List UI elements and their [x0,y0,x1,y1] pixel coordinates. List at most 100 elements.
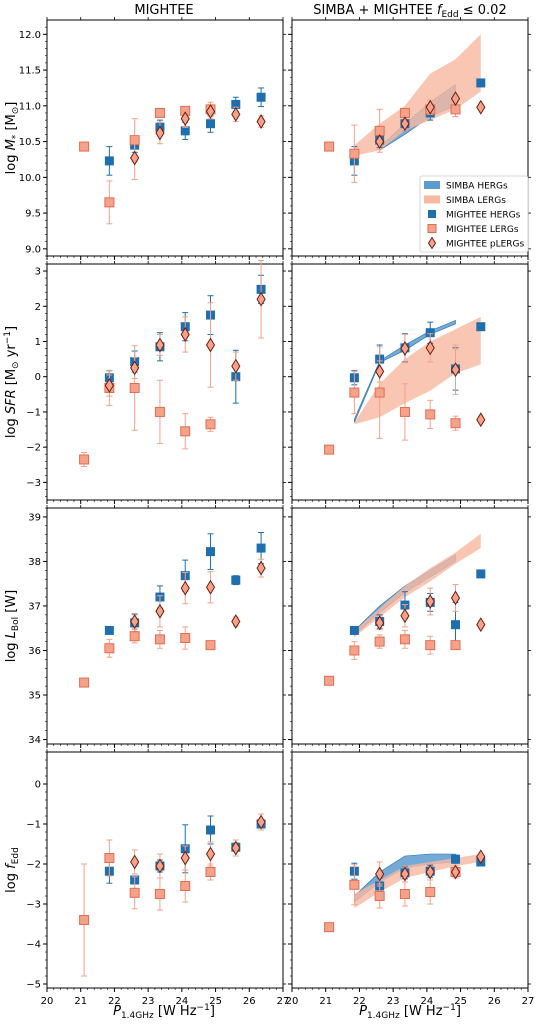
y-axis-label: log fEdd [4,847,21,893]
plerg-marker [180,111,190,127]
lerg-marker [374,387,385,398]
legend-label: SIMBA HERGs [446,182,508,192]
y-tick-label: −2 [26,860,41,871]
y-tick-label: −1 [26,407,41,418]
x-tick-label: 25 [209,996,222,1007]
plerg-marker [130,150,140,166]
plerg-marker [400,116,410,132]
plerg-marker [205,579,216,595]
lerg-marker [374,891,385,901]
lerg-marker [180,881,191,891]
herg-marker [476,78,486,88]
lerg-marker [374,636,385,647]
lerg-marker [450,640,461,651]
panel-r3-c0: 20 21 22 23 24 25 26 27 −5 −4 −3 −2 −1 0 log fEdd [4,749,289,1007]
y-tick-label: −1 [26,820,41,831]
plerg-marker [375,363,385,379]
legend-label: MIGHTEE pLERGs [446,240,525,250]
plerg-marker [231,614,241,630]
lerg-marker [324,922,335,933]
axes-frame [46,19,284,257]
panel-r1-c1 [288,261,531,504]
plerg-marker [155,337,165,353]
plerg-marker [400,866,410,882]
x-tick-label: 23 [387,996,400,1007]
plerg-marker [476,849,486,865]
plerg-marker [130,854,140,870]
simba-lerg-band [354,34,481,156]
simba-herg-band [354,319,456,423]
plerg-marker [425,99,435,115]
y-tick-label: −4 [26,940,41,951]
plerg-marker [205,846,216,862]
y-tick-label: 9.5 [25,209,41,220]
x-axis-label-left: P1.4GHz [W Hz−1] [113,1003,215,1021]
x-tick-label: 26 [243,996,256,1007]
axes-frame [46,263,284,501]
herg-marker [206,547,216,557]
legend-label: MIGHTEE HERGs [446,211,521,221]
y-tick-label: −3 [26,900,41,911]
panel-r1-c0: −3 −2 −1 0 1 2 3 log SFR [M⊙ yr−1] [3,259,286,504]
plerg-marker [231,358,241,374]
x-tick-label: 20 [286,996,299,1007]
y-axis-label: log SFR [M⊙ yr−1] [3,326,21,438]
lerg-marker [399,406,410,417]
x-tick-label: 22 [353,996,366,1007]
legend-key-lerg [427,224,437,233]
plerg-marker [155,858,165,874]
y-tick-label: −2 [26,443,41,454]
lerg-marker [205,640,216,651]
herg-marker [206,825,216,835]
y-tick-label: 1 [35,337,41,348]
x-tick-label: 25 [454,996,467,1007]
y-tick-label: 34 [28,735,41,746]
lerg-marker [349,879,360,890]
legend-key-herg [428,210,436,218]
x-axis-label-right: P1.4GHz [W Hz−1] [359,1003,461,1021]
plerg-marker [180,580,190,596]
lerg-marker [205,419,216,430]
col-title-left: MIGHTEE [134,3,193,18]
herg-marker [231,575,241,585]
y-tick-label: 35 [28,691,41,702]
lerg-marker [399,634,410,645]
simba-lerg-band [354,533,481,638]
axes-frame [46,507,284,745]
lerg-marker [104,853,115,863]
y-tick-label: 11.5 [19,66,41,77]
herg-marker [349,625,359,635]
col-title-right: SIMBA + MIGHTEE fEdd ≤ 0.02 [313,3,506,20]
lerg-marker [129,382,140,393]
plerg-marker [425,864,435,880]
panel-r0-c0: 9.0 9.5 10.0 10.5 11.0 11.5 12.0 log M* [M⊙] [4,17,286,260]
herg-marker [256,92,266,102]
y-tick-label: 37 [28,601,41,612]
y-tick-label: 11.0 [19,101,41,112]
lerg-marker [154,634,165,645]
x-tick-label: 27 [522,996,535,1007]
lerg-marker [180,633,191,644]
y-tick-label: 2 [35,302,41,313]
plerg-marker [256,560,266,576]
legend-label: MIGHTEE LERGs [446,225,519,235]
herg-marker [231,99,241,109]
herg-marker [451,854,461,864]
plerg-marker [450,590,461,606]
herg-marker [476,322,486,332]
plerg-marker [476,617,486,633]
axes-frame [291,507,529,745]
lerg-marker [349,387,360,398]
x-tick-label: 21 [74,996,87,1007]
herg-marker [180,126,190,136]
plerg-marker [180,326,190,342]
plerg-marker [256,114,266,130]
plerg-marker [180,850,190,866]
lerg-marker [104,643,115,654]
x-tick-label: 20 [41,996,54,1007]
lerg-marker [425,887,436,897]
lerg-marker [399,889,410,899]
herg-marker [104,625,114,635]
lerg-marker [129,631,140,642]
lerg-marker [180,426,191,437]
